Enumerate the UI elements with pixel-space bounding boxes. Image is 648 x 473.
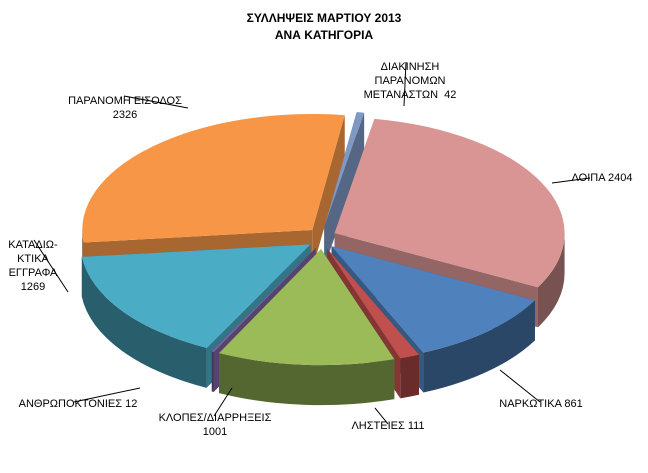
leader-line-narkotika — [499, 369, 541, 403]
pie-slice-wall-end — [324, 112, 365, 267]
leader-line-anthropoktonies — [73, 387, 141, 403]
data-label-narkotika: ΝΑΡΚΩΤΙΚΑ 861 — [499, 398, 583, 410]
data-label-loipa: ΛΟΙΠΑ 2404 — [571, 172, 633, 184]
pie-slice-top — [324, 112, 365, 227]
pie-slice-top — [211, 248, 316, 352]
pie-slice-top — [82, 113, 345, 243]
pie-slice-outer-wall — [423, 300, 535, 393]
pie-slice-outer-wall — [211, 351, 214, 392]
pie-slice-outer-wall — [400, 354, 419, 399]
chart-title: ΣΥΛΛΗΨΕΙΣ ΜΑΡΤΙΟΥ 2013 — [246, 11, 402, 25]
leader-line-klopes-diarrhxeis — [213, 387, 233, 417]
data-label-diakinhsh-paranomon-metanaston: ΔΙΑΚΙΝΗΣΗ ΠΑΡΑΝΟΜΩΝ ΜΕΤΑΝΑΣΤΩΝ 42 — [363, 61, 457, 101]
leader-line-lhsteies — [374, 407, 389, 425]
pie-slice-diakinhsh-paranomon-metanaston — [324, 112, 365, 267]
leader-line-paranomh-eisodos — [123, 95, 189, 109]
pie-slice-wall-end — [312, 115, 345, 270]
pie-slice-outer-wall — [219, 353, 395, 406]
leader-line-loipa — [551, 177, 591, 184]
data-label-lhsteies: ΛΗΣΤΕΙΕΣ 111 — [351, 420, 425, 432]
leader-line-diakinhsh-paranomon-metanaston — [403, 61, 407, 107]
data-label-paranomh-eisodos: ΠΑΡΑΝΟΜΗ ΕΙΣΟΔΟΣ 2326 — [68, 95, 182, 121]
pie-slice-top — [81, 244, 311, 348]
pie-slice-top — [331, 246, 535, 353]
data-label-katadioktika-eggrafa: ΚΑΤΑΔΙΩ- ΚΤΙΚΑ ΕΓΓΡΑΦΑ 1269 — [8, 239, 58, 293]
pie-slice-klopes-diarrhxeis — [219, 249, 395, 406]
leader-line-katadioktika-eggrafa — [33, 239, 69, 293]
data-label-anthropoktonies: ΑΝΘΡΩΠΟΚΤΟΝΙΕΣ 12 — [18, 398, 138, 410]
pie-slice-top — [334, 118, 565, 288]
chart-subtitle: ΑΝΑ ΚΑΤΗΓΟΡΙΑ — [274, 28, 374, 42]
pie-slice-outer-wall — [81, 256, 207, 388]
pie-slice-top — [219, 249, 395, 366]
data-label-klopes-diarrhxeis: ΚΛΟΠΕΣ/ΔΙΑΡΡΗΞΕΙΣ 1001 — [158, 412, 272, 438]
pie-slice-outer-wall — [537, 233, 565, 328]
pie-slice-top — [327, 248, 419, 359]
